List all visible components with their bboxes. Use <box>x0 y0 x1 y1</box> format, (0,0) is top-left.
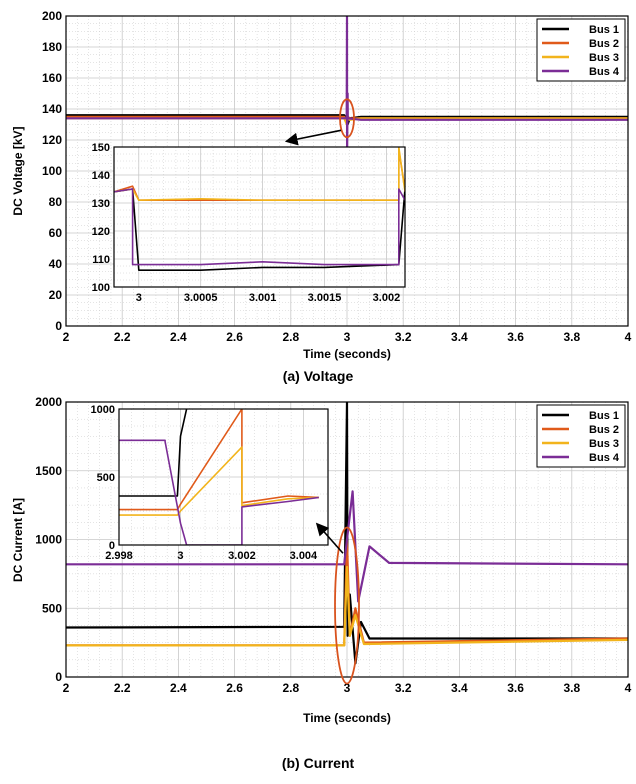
y-tick-label: 140 <box>92 170 110 182</box>
x-tick-label: 3.0015 <box>308 292 342 304</box>
x-tick-label: 3.002 <box>228 550 256 562</box>
x-tick-label: 2.2 <box>114 681 131 695</box>
x-tick-label: 3.2 <box>395 330 412 344</box>
y-tick-label: 160 <box>42 71 62 85</box>
series-line-bus-4 <box>119 439 319 545</box>
current-inset-series-group <box>119 409 319 545</box>
x-tick-label: 2.8 <box>282 681 299 695</box>
legend-label: Bus 1 <box>589 410 619 422</box>
x-tick-label: 3.2 <box>395 681 412 695</box>
y-tick-label: 140 <box>42 102 62 116</box>
series-line-bus-1 <box>114 188 405 272</box>
y-tick-label: 100 <box>92 282 110 294</box>
x-tick-label: 3 <box>177 550 183 562</box>
voltage-inset-frame <box>113 146 406 288</box>
x-tick-label: 3 <box>136 292 142 304</box>
x-tick-label: 2.4 <box>170 681 187 695</box>
x-tick-label: 2.6 <box>226 681 243 695</box>
legend-label: Bus 1 <box>589 24 619 36</box>
y-axis-title: DC Voltage [kV] <box>11 126 25 215</box>
x-tick-label: 3.002 <box>373 292 401 304</box>
x-tick-label: 4 <box>625 681 632 695</box>
voltage-inset-grid <box>114 146 405 288</box>
x-tick-label: 3.001 <box>249 292 277 304</box>
x-tick-label: 3.6 <box>507 681 524 695</box>
x-tick-label: 2.8 <box>282 330 299 344</box>
caption-current: (b) Current <box>282 755 355 771</box>
legend-label: Bus 4 <box>589 452 620 464</box>
y-tick-label: 180 <box>42 40 62 54</box>
x-tick-label: 2.6 <box>226 330 243 344</box>
x-tick-label: 3.004 <box>290 550 318 562</box>
y-tick-label: 120 <box>92 226 110 238</box>
x-tick-label: 4 <box>625 330 632 344</box>
current-inset-panel: 2.998 3 3.002 3.004 0 500 1000 <box>91 404 329 562</box>
y-tick-label: 150 <box>92 142 110 154</box>
y-tick-label: 80 <box>49 195 63 209</box>
series-line-bus-3 <box>66 565 628 647</box>
legend-label: Bus 2 <box>589 424 619 436</box>
series-line-bus-1 <box>119 409 188 497</box>
annotation-arrow <box>315 522 344 554</box>
series-line-bus-3 <box>114 147 405 201</box>
x-tick-label: 2 <box>63 681 70 695</box>
y-tick-label: 110 <box>92 254 110 266</box>
y-tick-label: 0 <box>55 319 62 333</box>
y-tick-label: 2000 <box>35 395 62 409</box>
y-tick-label: 0 <box>109 540 115 552</box>
legend: Bus 1 Bus 2 Bus 3 Bus 4 <box>536 18 626 82</box>
x-tick-label: 3.8 <box>563 681 580 695</box>
caption-voltage: (a) Voltage <box>283 368 354 384</box>
y-tick-label: 200 <box>42 9 62 23</box>
x-tick-label: 3.4 <box>451 681 468 695</box>
y-tick-label: 20 <box>49 288 63 302</box>
y-tick-label: 40 <box>49 257 63 271</box>
x-tick-label: 3.6 <box>507 330 524 344</box>
voltage-main-series-group <box>66 16 628 157</box>
legend-label: Bus 3 <box>589 438 619 450</box>
voltage-main-frame <box>65 15 629 327</box>
y-tick-label: 100 <box>42 164 62 178</box>
y-axis-title: DC Current [A] <box>11 498 25 582</box>
x-tick-label: 3.0005 <box>184 292 218 304</box>
current-inset-frame <box>118 408 329 546</box>
voltage-inset-series-group <box>114 147 405 272</box>
y-tick-label: 0 <box>55 670 62 684</box>
x-tick-label: 3.4 <box>451 330 468 344</box>
annotation-arrow <box>284 129 342 146</box>
y-tick-label: 130 <box>92 198 110 210</box>
y-tick-label: 60 <box>49 226 63 240</box>
y-tick-label: 500 <box>97 472 115 484</box>
series-line-bus-4 <box>114 188 405 266</box>
y-tick-label: 500 <box>42 601 62 615</box>
y-tick-label: 1000 <box>91 404 115 416</box>
annotation-ellipse <box>334 526 360 685</box>
y-tick-label: 1500 <box>35 464 62 478</box>
x-axis-title: Time (seconds) <box>303 711 391 725</box>
legend-label: Bus 2 <box>589 38 619 50</box>
legend: Bus 1 Bus 2 Bus 3 Bus 4 <box>536 404 626 468</box>
x-tick-label: 2 <box>63 330 70 344</box>
current-main-frame <box>65 401 629 678</box>
x-tick-label: 3 <box>344 681 351 695</box>
annotation-ellipse <box>339 98 355 139</box>
y-tick-label: 1000 <box>35 533 62 547</box>
x-tick-label: 2.998 <box>105 550 133 562</box>
y-tick-label: 120 <box>42 133 62 147</box>
legend-label: Bus 4 <box>589 66 620 78</box>
series-line-bus-4 <box>66 16 628 157</box>
series-line-bus-3 <box>119 446 319 516</box>
x-tick-label: 3 <box>344 330 351 344</box>
x-tick-label: 2.2 <box>114 330 131 344</box>
x-tick-label: 3.8 <box>563 330 580 344</box>
voltage-inset-panel: 3 3.0005 3.001 3.0015 3.002 100 110 120 130 140 15… <box>92 142 406 304</box>
legend-label: Bus 3 <box>589 52 619 64</box>
x-axis-title: Time (seconds) <box>303 347 391 361</box>
x-tick-label: 2.4 <box>170 330 187 344</box>
